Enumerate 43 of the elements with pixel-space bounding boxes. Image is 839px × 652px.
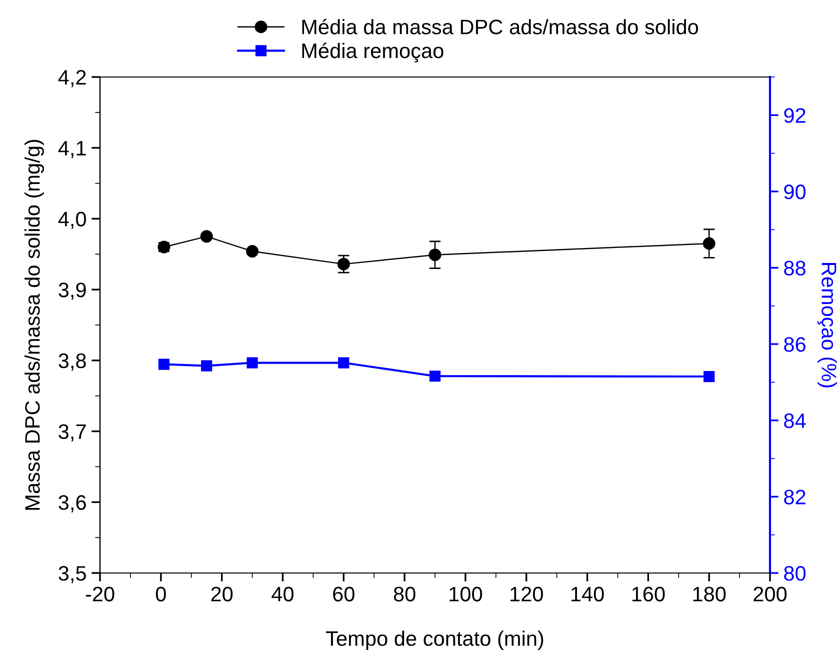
y-axis-title: Massa DPC ads/massa do solido (mg/g) [24, 140, 44, 510]
y2-tick-label: 92 [784, 108, 806, 123]
x-tick-label: 140 [571, 586, 604, 602]
y-tick-label: 4,1 [58, 141, 86, 158]
y-tick-label: 3,5 [58, 566, 86, 584]
point [702, 237, 716, 250]
x-tick-label: 80 [394, 586, 416, 602]
y-tick-label: 4,0 [58, 212, 86, 229]
y-tick-label: 4,2 [58, 70, 86, 88]
y2-tick-label: 80 [784, 566, 806, 581]
legend-label: Média remoçao [302, 42, 444, 62]
x-tick-label: 0 [156, 586, 166, 602]
x-tick-label: 120 [510, 586, 543, 602]
point [428, 248, 442, 262]
x-tick-label: -20 [86, 586, 114, 602]
y2-axis-title: Remoçao (%) [817, 263, 837, 388]
point [429, 370, 441, 382]
y2-tick-label: 88 [784, 260, 806, 276]
x-tick-label: 40 [272, 586, 294, 602]
y2-tick-label: 82 [784, 490, 806, 504]
x-tick-label: 100 [450, 586, 482, 602]
y2-tick-label: 86 [784, 337, 806, 352]
y-tick-label: 3,8 [58, 353, 86, 371]
x-tick-label: 20 [211, 586, 233, 602]
y-tick-label: 3,7 [58, 424, 86, 442]
point [338, 357, 350, 368]
y-tick-label: 3,9 [58, 282, 86, 300]
y2-tick-label: 84 [784, 413, 806, 428]
point [246, 245, 259, 258]
x-tick-label: 180 [693, 586, 726, 602]
y-tick-label: 3,6 [58, 495, 86, 512]
point [158, 358, 170, 370]
x-tick-label: 160 [632, 586, 665, 602]
point [704, 370, 715, 382]
x-tick-label: 200 [754, 586, 787, 602]
point [201, 360, 212, 372]
x-tick-label: 60 [333, 586, 354, 602]
point [337, 258, 350, 270]
point [246, 357, 258, 368]
x-axis-title: Tempo de contato (min) [326, 630, 544, 650]
y2-tick-label: 90 [784, 184, 806, 200]
point [200, 230, 213, 243]
legend-label: Média da massa DPC ads/massa do solido [302, 18, 698, 34]
